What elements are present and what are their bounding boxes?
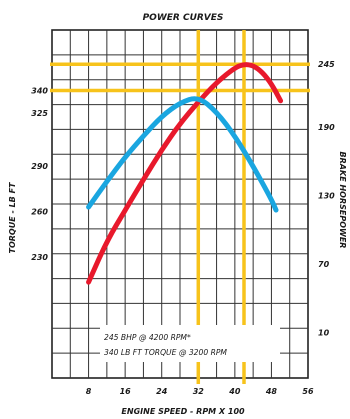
y-left-tick-label: 340 <box>31 87 48 96</box>
y-right-tick-label: 70 <box>318 260 330 269</box>
tick-labels: 8 16 24 32 40 48 56 230 260 290 325 340 10 70 130 190 24… <box>31 60 335 396</box>
annotation-bhp: 245 BHP @ 4200 RPM* <box>104 333 191 342</box>
x-tick-label: 8 <box>86 387 92 396</box>
y-right-tick-label: 130 <box>318 191 335 200</box>
x-tick-label: 32 <box>193 387 205 396</box>
x-tick-label: 56 <box>302 387 314 396</box>
series-group <box>86 62 284 285</box>
chart-title: POWER CURVES <box>143 13 224 23</box>
y-axis-label-right: BRAKE HORSEPOWER <box>338 152 347 249</box>
x-tick-label: 24 <box>156 387 168 396</box>
y-right-tick-label: 245 <box>318 60 335 69</box>
y-left-tick-label: 260 <box>31 208 48 217</box>
horsepower-curve <box>86 62 284 285</box>
annotation-box <box>100 325 280 362</box>
x-tick-label: 48 <box>265 387 278 396</box>
x-axis-label: ENGINE SPEED - RPM X 100 <box>121 407 245 416</box>
y-left-tick-label: 230 <box>31 253 48 262</box>
y-right-tick-label: 190 <box>318 123 335 132</box>
annotation-torque: 340 LB FT TORQUE @ 3200 RPM <box>104 348 227 357</box>
x-tick-label: 40 <box>228 387 241 396</box>
torque-curve <box>86 96 279 213</box>
y-axis-label-left: TORQUE - LB FT <box>8 182 17 254</box>
y-left-tick-label: 325 <box>31 109 48 118</box>
y-left-tick-label: 290 <box>31 162 48 171</box>
y-right-tick-label: 10 <box>318 328 330 337</box>
x-tick-label: 16 <box>120 387 132 396</box>
